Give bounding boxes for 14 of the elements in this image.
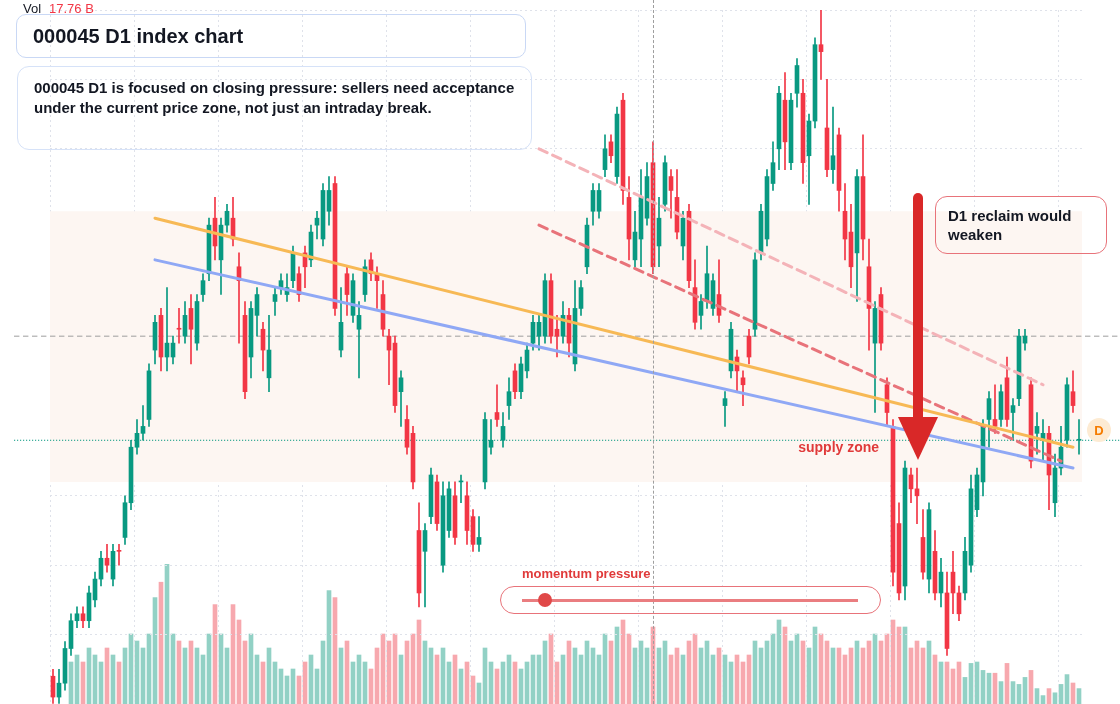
candlestick: [818, 10, 824, 80]
annotation: 17.76 B: [49, 1, 94, 16]
text: D: [1094, 422, 1104, 438]
candlestick: [722, 391, 728, 427]
text: 000045 D1 index chart: [33, 24, 244, 48]
band-label: supply zone: [798, 438, 880, 455]
candlestick: [116, 544, 122, 566]
annotation: D1 reclaim would weaken: [948, 206, 1073, 244]
candlestick: [176, 308, 182, 344]
annotation: momentum pressure: [522, 566, 651, 581]
candlestick: [476, 516, 482, 552]
text: Vol: [23, 1, 42, 16]
candlestick: [494, 384, 500, 427]
annotation: 000045 D1 is focused on closing pressure: sellers need acceptance under the current price zone, not just an intraday break.: [34, 79, 515, 116]
